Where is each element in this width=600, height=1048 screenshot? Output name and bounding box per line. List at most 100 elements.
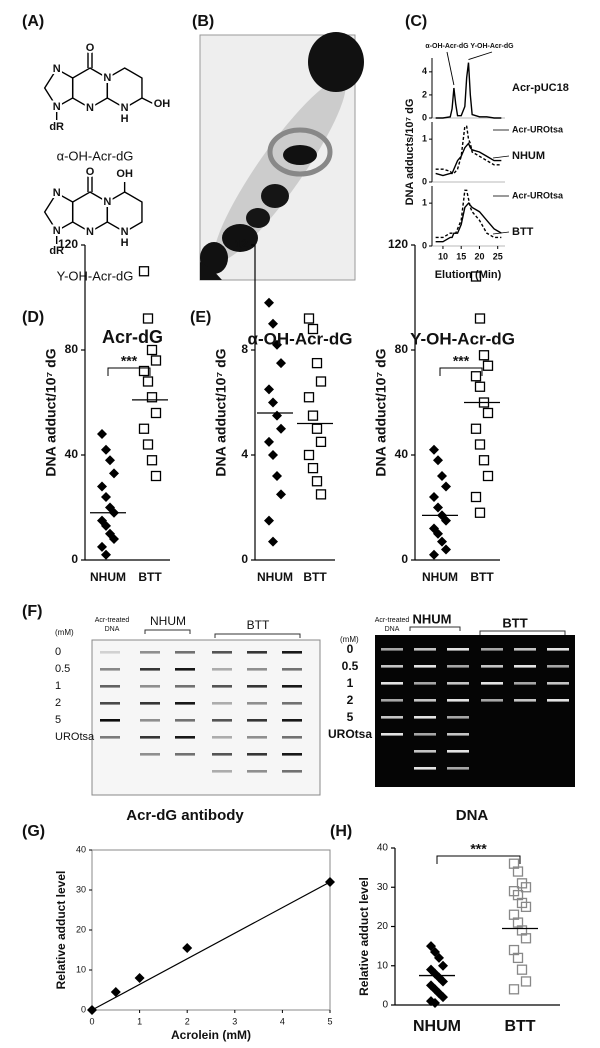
y-axis-label: DNA adducts/10⁷ dG — [404, 99, 416, 206]
panel-label: (G) — [22, 823, 45, 840]
blot-band — [414, 716, 436, 719]
data-point — [441, 515, 451, 526]
atom-label: O — [86, 42, 95, 54]
x-tick-label: BTT — [470, 570, 494, 584]
y-axis-label: Relative adduct level — [357, 877, 371, 996]
blot-band — [212, 702, 232, 705]
data-point — [138, 266, 150, 277]
data-point — [512, 866, 524, 877]
blot-band — [100, 651, 120, 654]
group-label: NHUM — [413, 611, 452, 626]
y-tick-label: 0 — [382, 1000, 388, 1011]
blot-band — [414, 699, 436, 702]
data-point — [146, 392, 158, 403]
row-label: 5 — [55, 714, 61, 726]
spot — [222, 224, 258, 252]
blot-band — [447, 665, 469, 668]
panel-label: (C) — [405, 13, 427, 30]
y-tick-label: 8 — [241, 342, 248, 356]
data-point — [520, 976, 532, 987]
row-label: 0.5 — [55, 663, 70, 675]
blot-band — [212, 753, 232, 756]
data-point — [268, 450, 278, 460]
data-point — [150, 470, 162, 482]
row-label: UROtsa — [55, 731, 95, 743]
data-point — [438, 960, 448, 971]
blot-band — [381, 648, 403, 651]
group-label: BTT — [502, 615, 527, 630]
tlc-image — [199, 32, 364, 281]
data-point — [134, 973, 145, 983]
blot-band — [140, 651, 160, 654]
y-tick-label: 30 — [76, 884, 86, 894]
y-tick-label: 40 — [395, 447, 409, 461]
blot-band — [547, 648, 569, 651]
significance: *** — [470, 841, 487, 857]
y-tick-label: 0 — [71, 552, 78, 566]
blot-band — [212, 651, 232, 654]
atom-label: N — [53, 225, 61, 237]
data-point — [315, 489, 327, 500]
y-tick-label: 20 — [76, 924, 86, 934]
data-point — [470, 423, 482, 434]
data-point — [303, 449, 315, 461]
data-point — [97, 541, 107, 552]
spot — [200, 262, 222, 280]
data-point — [438, 992, 448, 1003]
significance-bracket — [436, 855, 521, 864]
data-point — [87, 1005, 97, 1015]
blot-band — [247, 753, 267, 756]
data-point — [101, 444, 111, 455]
data-point — [478, 350, 490, 361]
data-point — [150, 355, 162, 366]
blot-band — [212, 736, 232, 739]
trace — [435, 62, 502, 119]
data-point — [97, 481, 107, 492]
blot-band — [381, 682, 403, 685]
y-tick-label: 0 — [241, 552, 248, 566]
blot-band — [414, 648, 436, 651]
structure-name: α-OH-Acr-dG — [57, 148, 134, 163]
blot-band — [175, 753, 195, 756]
panel-label: (A) — [22, 13, 44, 30]
blot-band — [282, 702, 302, 705]
row-label: 0 — [347, 642, 354, 656]
atom-label: N — [86, 102, 94, 114]
blot-band — [282, 668, 302, 671]
blot-band — [140, 702, 160, 705]
trace — [435, 202, 502, 243]
data-point — [182, 943, 193, 953]
atom-label: H — [121, 237, 129, 249]
annotation-arrow — [468, 51, 493, 61]
data-point — [264, 436, 274, 447]
trace — [435, 125, 502, 175]
blot-band — [447, 648, 469, 651]
blot-band — [282, 651, 302, 654]
x-tick-label: BTT — [504, 1018, 535, 1035]
panel-label: (F) — [22, 603, 42, 620]
x-tick-label: 25 — [493, 251, 503, 261]
series-label: Acr-UROtsa — [512, 190, 564, 200]
data-point — [276, 358, 286, 369]
blot-band — [547, 682, 569, 685]
blot-band — [247, 770, 267, 773]
x-tick-label: NHUM — [90, 570, 126, 584]
blot-band — [514, 699, 536, 702]
y-tick-label: 40 — [377, 843, 389, 854]
y-tick-label: 12 — [235, 237, 249, 251]
spot — [246, 208, 270, 228]
blot-caption: Acr-dG antibody — [126, 807, 244, 824]
y-tick-label: 30 — [377, 882, 389, 893]
group-bracket — [409, 626, 461, 631]
data-point — [105, 455, 115, 466]
data-point — [272, 471, 282, 481]
significance-bracket — [107, 367, 151, 376]
data-point — [470, 271, 482, 282]
blot-band — [247, 685, 267, 688]
x-tick-label: 2 — [185, 1016, 190, 1026]
atom-label: N — [121, 102, 129, 114]
bond — [141, 97, 155, 105]
x-tick-label: 4 — [280, 1016, 285, 1026]
